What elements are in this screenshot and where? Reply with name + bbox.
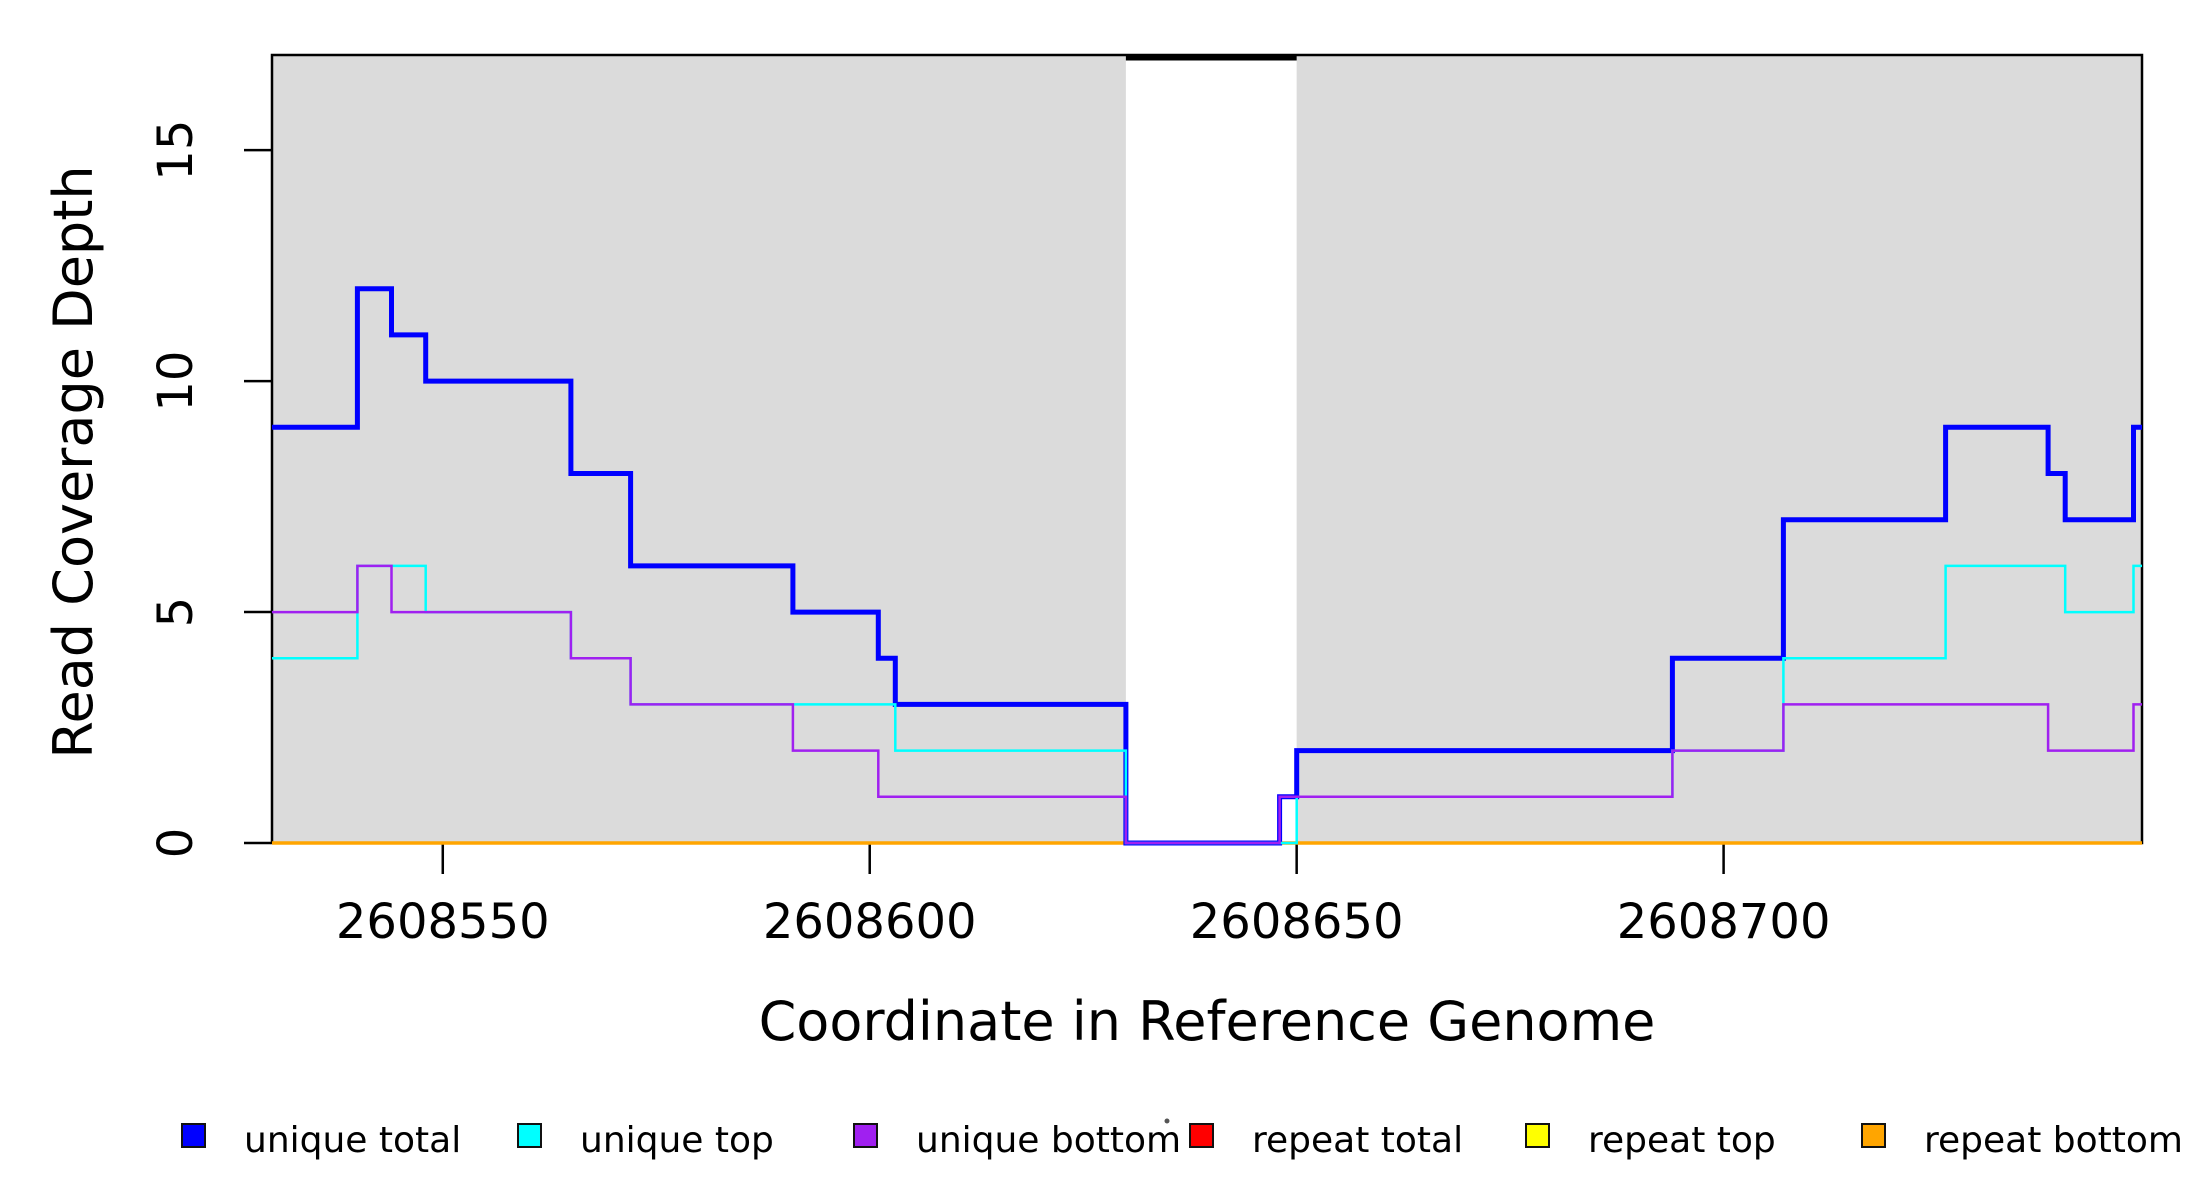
y-tick-label: 0 <box>148 828 204 859</box>
x-tick-label: 2608700 <box>1617 894 1831 950</box>
legend-label: unique bottom <box>916 1120 1181 1161</box>
shaded-region <box>1296 55 2142 843</box>
y-tick-label: 15 <box>148 120 204 181</box>
legend-swatch-repeat-bottom <box>1861 1123 1886 1148</box>
stray-mark <box>1164 1118 1170 1124</box>
legend-item-repeat-top: repeat top <box>1525 1120 1776 1161</box>
chart-layers: 2608550 2608600 2608650 2608700 0 5 10 15 unique… <box>148 53 2183 1161</box>
legend-label: repeat bottom <box>1924 1120 2183 1161</box>
legend-label: unique total <box>244 1120 461 1161</box>
legend-label: repeat total <box>1252 1120 1463 1161</box>
legend-swatch-unique-bottom <box>853 1123 878 1148</box>
y-tick-label: 5 <box>148 597 204 628</box>
x-tick-label: 2608600 <box>763 894 977 950</box>
legend-item-repeat-total: repeat total <box>1189 1120 1463 1161</box>
gap-top-border <box>1125 55 1297 61</box>
legend-item-unique-total: unique total <box>181 1120 461 1161</box>
legend-swatch-unique-total <box>181 1123 206 1148</box>
legend-item-unique-bottom: unique bottom <box>853 1120 1181 1161</box>
x-tick-label: 2608550 <box>336 894 550 950</box>
x-axis-title: Coordinate in Reference Genome <box>759 990 1656 1053</box>
legend-swatch-repeat-top <box>1525 1123 1550 1148</box>
legend-item-repeat-bottom: repeat bottom <box>1861 1120 2183 1161</box>
legend-swatch-repeat-total <box>1189 1123 1214 1148</box>
y-axis-title: Read Coverage Depth <box>42 165 105 758</box>
legend-item-unique-top: unique top <box>517 1120 774 1161</box>
shaded-region <box>272 55 1126 843</box>
legend-label: unique top <box>580 1120 774 1161</box>
y-tick-label: 10 <box>148 351 204 412</box>
x-tick-label: 2608650 <box>1190 894 1404 950</box>
step-line-unique-bottom <box>272 564 2142 845</box>
legend-label: repeat top <box>1588 1120 1776 1161</box>
legend-swatch-unique-top <box>517 1123 542 1148</box>
